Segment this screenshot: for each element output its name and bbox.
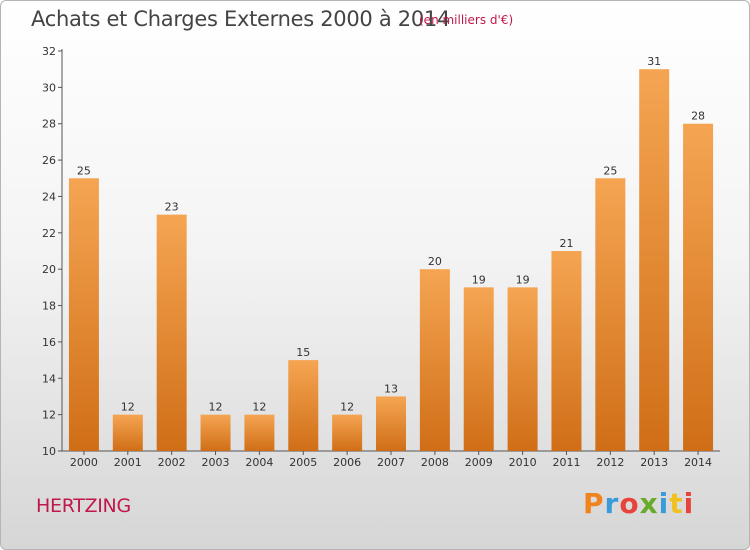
x-tick-label: 2006 — [333, 456, 361, 469]
data-label: 20 — [428, 255, 442, 268]
bar — [244, 414, 275, 451]
data-label: 31 — [647, 55, 661, 68]
data-label: 25 — [77, 164, 91, 177]
y-tick-label: 12 — [42, 409, 56, 422]
data-label: 23 — [165, 201, 179, 214]
x-tick-label: 2010 — [509, 456, 537, 469]
x-tick-label: 2003 — [202, 456, 230, 469]
y-tick-label: 32 — [42, 45, 56, 58]
bar — [156, 214, 187, 451]
data-label: 19 — [472, 273, 486, 286]
proxiti-logo[interactable]: Proxiti — [583, 487, 694, 520]
logo-letter: x — [639, 487, 659, 520]
data-label: 12 — [252, 401, 266, 414]
bar — [288, 360, 319, 451]
logo-letter: i — [683, 487, 695, 520]
y-tick-label: 26 — [42, 154, 56, 167]
x-tick-label: 2007 — [377, 456, 405, 469]
data-label: 19 — [516, 273, 530, 286]
x-tick-label: 2013 — [640, 456, 668, 469]
x-tick-label: 2012 — [596, 456, 624, 469]
x-tick-label: 2001 — [114, 456, 142, 469]
data-label: 12 — [340, 401, 354, 414]
logo-letter: i — [658, 487, 670, 520]
data-label: 25 — [603, 164, 617, 177]
bar — [376, 396, 406, 451]
bar — [507, 287, 538, 451]
chart-subtitle: (en milliers d'€) — [419, 13, 514, 27]
x-tick-label: 2004 — [245, 456, 273, 469]
data-label: 12 — [121, 401, 135, 414]
x-tick-label: 2000 — [70, 456, 98, 469]
data-label: 28 — [691, 110, 705, 123]
chart-title: Achats et Charges Externes 2000 à 2014 — [31, 7, 451, 31]
bar — [419, 269, 450, 451]
bar — [112, 414, 143, 451]
bar — [463, 287, 494, 451]
y-tick-label: 24 — [42, 190, 56, 203]
y-tick-label: 10 — [42, 445, 56, 458]
data-label: 13 — [384, 382, 398, 395]
bar — [683, 123, 714, 452]
x-tick-label: 2008 — [421, 456, 449, 469]
y-tick-label: 18 — [42, 300, 56, 313]
x-tick-label: 2002 — [158, 456, 186, 469]
data-label: 12 — [209, 401, 223, 414]
y-tick-label: 28 — [42, 118, 56, 131]
commune-name: HERTZING — [36, 495, 131, 517]
x-tick-label: 2014 — [684, 456, 712, 469]
y-tick-label: 14 — [42, 372, 56, 385]
bar — [551, 251, 582, 451]
x-tick-label: 2011 — [552, 456, 580, 469]
y-tick-label: 20 — [42, 263, 56, 276]
logo-letter: t — [669, 487, 684, 520]
logo-letter: o — [619, 487, 640, 520]
bar — [68, 178, 99, 452]
bar — [639, 69, 670, 451]
x-tick-label: 2009 — [465, 456, 493, 469]
logo-letter: P — [583, 487, 605, 520]
bar — [200, 414, 231, 451]
bar — [595, 178, 626, 452]
logo-letter: r — [604, 487, 620, 520]
data-label: 15 — [296, 346, 310, 359]
bar — [332, 414, 363, 451]
y-tick-label: 16 — [42, 336, 56, 349]
x-tick-label: 2005 — [289, 456, 317, 469]
y-tick-label: 22 — [42, 227, 56, 240]
y-tick-label: 30 — [42, 81, 56, 94]
data-label: 21 — [559, 237, 573, 250]
